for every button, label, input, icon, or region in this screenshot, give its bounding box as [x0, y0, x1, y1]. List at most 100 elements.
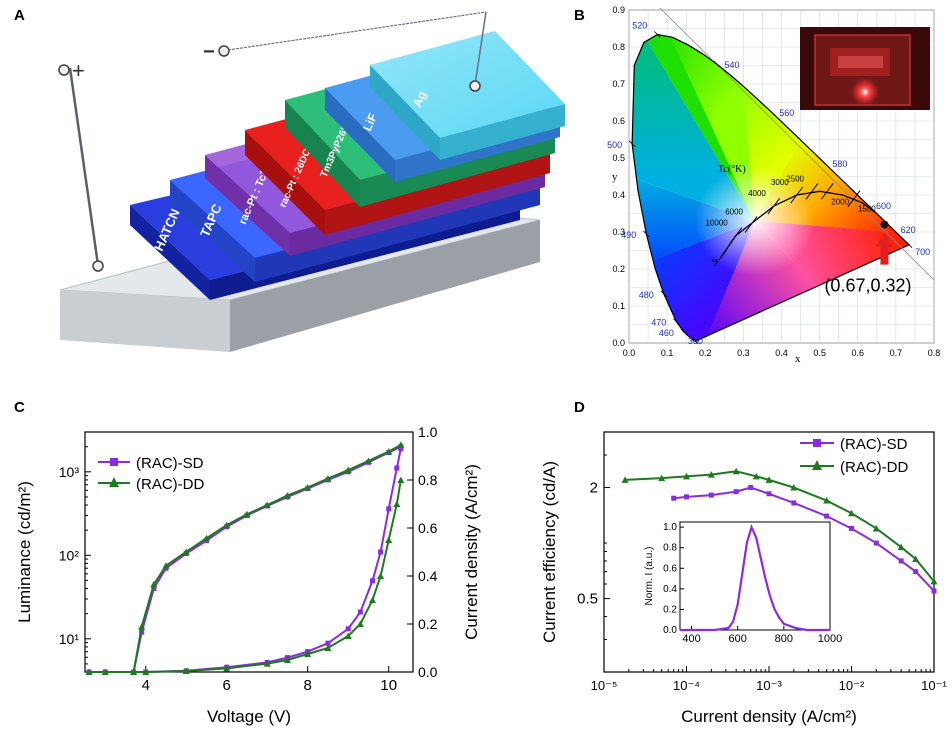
y2-tick-label: 0.4: [418, 568, 438, 584]
data-point: [151, 586, 157, 592]
data-point: [344, 632, 352, 639]
x-tick-label: 10⁻⁴: [673, 678, 700, 693]
series-line: [89, 479, 402, 673]
efficiency-ylabel: Current efficiency (cd/A): [540, 461, 559, 643]
data-point: [849, 525, 854, 531]
y2-tick-label: 0.8: [418, 472, 438, 488]
data-point: [897, 543, 905, 551]
cie-y-tick: 0.5: [612, 153, 625, 163]
data-point: [356, 620, 364, 627]
x-tick-label: 10⁻⁵: [591, 678, 618, 693]
inset-y-tick-label: 1.0: [663, 522, 677, 533]
data-point: [325, 640, 331, 646]
data-point: [182, 667, 190, 675]
wavelength-tick: [692, 337, 699, 345]
wavelength-label: 470: [651, 318, 666, 328]
isotherm: [805, 183, 819, 200]
data-point: [243, 510, 251, 518]
data-point: [378, 549, 384, 555]
wavelength-tick: [660, 290, 668, 298]
wavelength-labels: 380460470480490500520540560580600620700: [607, 20, 930, 346]
cie-x-tick: 0.8: [928, 348, 941, 358]
data-point: [150, 580, 158, 588]
diagonal-guide: [659, 7, 935, 281]
data-point: [790, 484, 798, 491]
cie-y-tick: 0.4: [612, 190, 625, 200]
data-point: [138, 623, 146, 630]
data-point: [658, 474, 666, 482]
data-point: [344, 466, 352, 474]
data-point: [748, 485, 754, 491]
data-point: [707, 471, 715, 478]
wavelength-tick: [628, 140, 636, 148]
wavelength-label: 490: [621, 230, 636, 240]
data-point: [397, 476, 405, 483]
isotherm: [820, 183, 834, 200]
jvl-legend: (RAC)-SD (RAC)-DD: [98, 455, 204, 493]
cie-y-tick: 0.9: [612, 5, 625, 15]
wavelength-tick: [680, 328, 688, 336]
electrode-minus: −: [203, 41, 215, 63]
inset-axes: 400 600 800 1000 0.0 0.2 0.4 0.6 0.8 1.0: [663, 522, 842, 645]
y-tick-label: 0.5: [577, 591, 598, 608]
wavelength-label: 580: [832, 159, 847, 169]
wavelength-label: 460: [659, 328, 674, 338]
layer-ito-label: ITO: [113, 239, 137, 267]
x-tick-label: 6: [223, 677, 231, 694]
series-line: [625, 470, 935, 582]
data-point: [223, 521, 231, 529]
data-point: [848, 509, 855, 517]
cie-ylabel: y: [612, 171, 618, 183]
temperature-tick-label: ∞: [712, 256, 718, 265]
temperature-tick-label: 1500: [858, 205, 876, 214]
jvl-series: [85, 441, 405, 675]
temperature-tick-label: 2500: [786, 174, 804, 183]
temperature-tick-label: 3000: [771, 178, 789, 187]
x-tick-label: 10: [380, 677, 397, 694]
data-point: [357, 609, 363, 615]
x-tick-label: 10⁻²: [839, 678, 865, 693]
wavelength-tick: [713, 60, 720, 68]
jvl-legend-sd: (RAC)-SD: [136, 455, 204, 472]
data-point: [398, 446, 404, 452]
y-tick-label: 2: [590, 480, 598, 497]
jvl-chart: 4 6 8 10 10¹ 10² 10³ 0.0 0.2 0.4 0.6 0.8 1.0 Voltage…: [15, 424, 481, 726]
y2-tick-label: 1.0: [418, 424, 438, 440]
data-point: [223, 664, 231, 672]
efficiency-xlabel: Current density (A/cm²): [681, 707, 857, 726]
data-point: [873, 540, 879, 546]
inset-spectrum-line: [680, 523, 830, 632]
y-tick-label: 10²: [59, 547, 80, 563]
gamut-sector: [632, 34, 755, 221]
data-point: [913, 569, 919, 575]
inset-x-tick-label: 800: [775, 633, 793, 645]
temperature-tick-label: 4000: [748, 189, 766, 198]
data-point: [872, 524, 880, 532]
inset-y-tick-label: 0.2: [663, 604, 677, 615]
wavelength-tick: [864, 201, 872, 209]
efficiency-legend-dd: (RAC)-DD: [840, 459, 908, 476]
data-point: [369, 596, 377, 603]
data-point: [263, 660, 271, 667]
inset-x-tick-label: 400: [682, 633, 700, 645]
wavelength-tick: [654, 31, 661, 38]
wavelength-label: 700: [915, 247, 930, 257]
temperature-label: Tc(°K): [718, 164, 746, 175]
inset-frame: [679, 521, 831, 631]
cie-y-tick: 0.6: [612, 116, 625, 126]
cie-y-tick: 0.1: [612, 301, 625, 311]
wavelength-label: 500: [607, 140, 622, 150]
wavelength-label: 540: [725, 60, 740, 70]
cie-xlabel: x: [795, 353, 801, 365]
x-tick-label: 10⁻³: [756, 678, 782, 693]
jvl-legend-dd: (RAC)-DD: [136, 476, 204, 493]
data-point: [345, 626, 351, 632]
data-point: [930, 577, 938, 585]
data-point: [101, 668, 109, 675]
inset-y-tick-label: 0.4: [663, 584, 677, 595]
layer-lif-label: LiF: [360, 111, 380, 133]
data-point: [377, 572, 385, 579]
efficiency-chart: 10⁻⁵ 10⁻⁴ 10⁻³ 10⁻² 10⁻¹ 0.5 2 Current density…: [540, 431, 947, 726]
data-point: [733, 489, 739, 495]
spectral-locus: [631, 33, 911, 342]
